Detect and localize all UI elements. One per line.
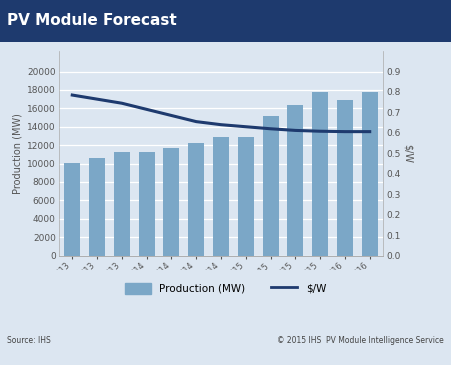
Legend: Production (MW), $/W: Production (MW), $/W (121, 279, 330, 298)
Bar (188, 143, 204, 255)
Bar (114, 153, 130, 256)
Bar (89, 158, 105, 255)
Bar (213, 137, 229, 256)
Bar (163, 148, 179, 256)
Bar (262, 116, 279, 256)
Y-axis label: $/W: $/W (403, 144, 413, 163)
Text: © 2015 IHS  PV Module Intelligence Service: © 2015 IHS PV Module Intelligence Servic… (277, 337, 444, 345)
Bar (312, 92, 328, 256)
Text: Source: IHS: Source: IHS (7, 337, 51, 345)
Bar (337, 100, 353, 256)
Bar (287, 105, 304, 256)
Bar (362, 92, 378, 256)
Bar (64, 162, 80, 256)
Text: PV Module Forecast: PV Module Forecast (7, 14, 176, 28)
Bar (238, 137, 254, 256)
Y-axis label: Production (MW): Production (MW) (13, 113, 23, 194)
Bar (138, 153, 155, 256)
